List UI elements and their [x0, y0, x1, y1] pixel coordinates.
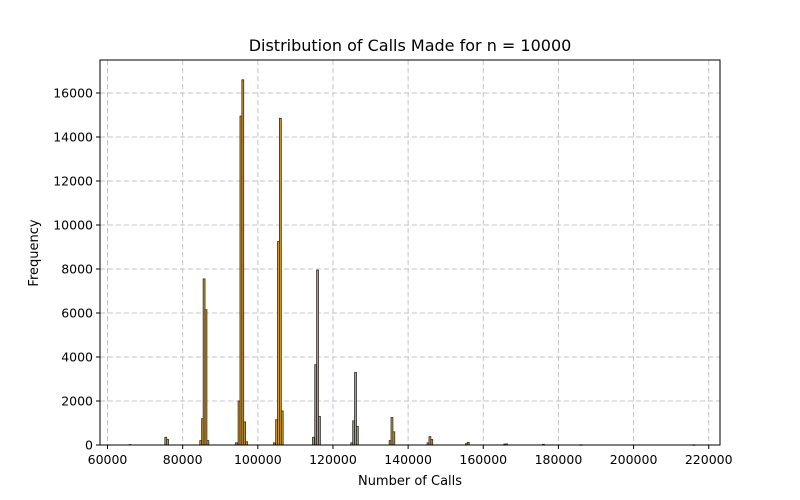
x-tick-label: 160000 [459, 452, 507, 467]
histogram-bar [241, 79, 245, 446]
x-tick-label: 140000 [384, 452, 432, 467]
x-axis-title: Number of Calls [358, 474, 462, 489]
y-tick-label: 8000 [61, 262, 93, 277]
y-tick-label: 16000 [53, 86, 93, 101]
x-tick-label: 60000 [88, 452, 128, 467]
y-tick-label: 12000 [53, 174, 93, 189]
histogram-bar [430, 439, 434, 446]
x-tick-label: 100000 [234, 452, 282, 467]
x-tick-label: 80000 [163, 452, 203, 467]
histogram-bar [356, 425, 359, 446]
y-tick-label: 2000 [61, 394, 93, 409]
plot-area-frame [99, 59, 721, 446]
x-axis-ticks: 60000 80000 100000 120000 140000 160000 180000… [88, 445, 733, 467]
y-axis-title: Frequency [27, 219, 42, 286]
x-tick-label: 180000 [535, 452, 583, 467]
histogram-bar [318, 415, 321, 446]
grid-lines [100, 60, 720, 445]
y-tick-label: 0 [85, 438, 93, 453]
histogram-bar [166, 439, 169, 446]
histogram-bar [206, 440, 210, 446]
x-tick-label: 120000 [309, 452, 357, 467]
histogram-bar [312, 436, 315, 446]
y-axis-ticks: 0 2000 4000 6000 8000 10000 12000 14000 16000 [53, 86, 100, 453]
y-tick-label: 4000 [61, 350, 93, 365]
y-tick-label: 6000 [61, 306, 93, 321]
histogram-bar [204, 309, 208, 446]
histogram-bar [392, 431, 396, 446]
histogram-bar [280, 410, 284, 446]
histogram-bars [128, 79, 696, 446]
x-tick-label: 220000 [685, 452, 733, 467]
histogram-bar [279, 117, 282, 446]
chart-title: Distribution of Calls Made for n = 10000 [249, 36, 572, 55]
x-tick-label: 200000 [610, 452, 658, 467]
y-tick-label: 10000 [53, 218, 93, 233]
y-tick-label: 14000 [53, 130, 93, 145]
